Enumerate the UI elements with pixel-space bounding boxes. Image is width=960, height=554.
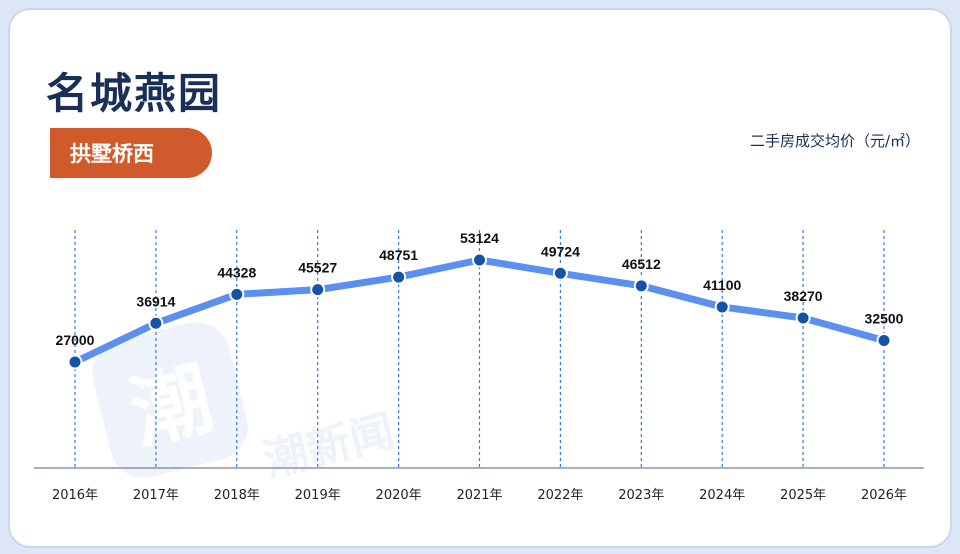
data-point: [229, 286, 245, 302]
data-label: 49724: [541, 243, 580, 259]
x-tick-label: 2025年: [780, 488, 826, 503]
data-point: [148, 315, 164, 331]
x-tick-label: 2021年: [456, 488, 502, 503]
data-label: 27000: [56, 332, 95, 348]
data-point: [310, 282, 326, 298]
data-label: 41100: [703, 277, 741, 293]
x-tick-label: 2017年: [133, 488, 179, 503]
data-label: 32500: [865, 311, 904, 327]
unit-label: 二手房成交均价（元/㎡）: [749, 132, 920, 150]
data-label: 36914: [136, 293, 175, 309]
x-tick-label: 2026年: [861, 488, 907, 503]
x-tick-label: 2024年: [699, 488, 745, 503]
data-label: 45527: [298, 260, 337, 276]
x-tick-label: 2019年: [295, 488, 341, 503]
data-point: [552, 265, 568, 281]
data-label: 48751: [379, 247, 418, 263]
x-tick-label: 2018年: [214, 488, 260, 503]
data-point: [795, 310, 811, 326]
data-point: [633, 278, 649, 294]
data-point: [472, 252, 487, 268]
x-tick-label: 2023年: [618, 488, 664, 503]
data-point: [67, 354, 83, 370]
x-tick-label: 2022年: [537, 488, 583, 503]
data-label: 38270: [784, 288, 823, 304]
data-point: [391, 269, 407, 285]
x-tick-label: 2016年: [52, 488, 98, 503]
district-badge: 拱墅桥西: [50, 128, 212, 178]
page-title: 名城燕园: [46, 69, 223, 118]
data-label: 46512: [622, 256, 661, 272]
data-label: 53124: [460, 230, 499, 246]
data-point: [876, 333, 892, 349]
data-label: 44328: [217, 264, 256, 280]
x-tick-label: 2020年: [376, 488, 422, 503]
data-point: [714, 299, 730, 315]
